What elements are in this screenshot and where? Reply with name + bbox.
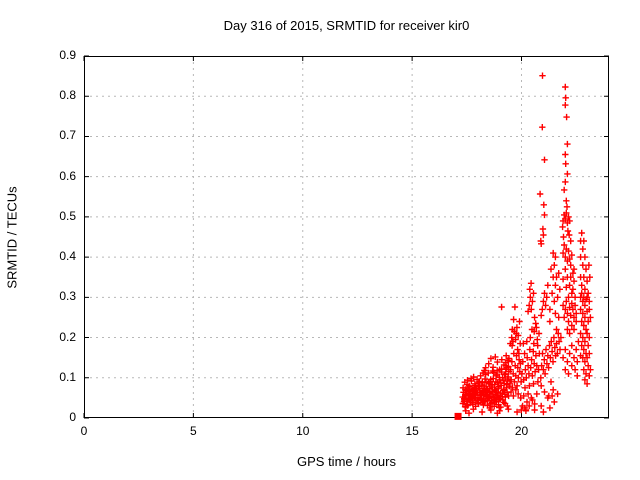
plot-border [84, 56, 609, 418]
gridlines [84, 56, 609, 418]
y-tick-label-0.8: 0.8 [59, 88, 76, 103]
y-tick-label-0.3: 0.3 [59, 289, 76, 304]
x-tick-label-0: 0 [80, 424, 88, 438]
y-tick-label-0.9: 0.9 [59, 48, 76, 62]
x-axis-label: GPS time / hours [297, 454, 396, 469]
y-tick-label-0.5: 0.5 [59, 208, 76, 223]
x-tick-label-10: 10 [296, 424, 310, 438]
y-tick-label-0.4: 0.4 [59, 249, 76, 264]
y-tick-label-0: 0 [69, 410, 76, 424]
scatter-points [459, 72, 594, 417]
y-tick-label-0.2: 0.2 [59, 329, 76, 344]
y-tick-label-0.6: 0.6 [59, 168, 76, 183]
start-marker-point [454, 412, 462, 420]
y-tick-label-0.1: 0.1 [59, 369, 76, 384]
x-tick-label-5: 5 [190, 424, 197, 438]
x-tick-label-20: 20 [514, 424, 529, 438]
x-tick-label-15: 15 [405, 424, 419, 438]
chart-title: Day 316 of 2015, SRMTID for receiver kir… [223, 18, 470, 33]
y-tick-label-0.7: 0.7 [59, 128, 76, 143]
axis-ticks [83, 55, 609, 419]
